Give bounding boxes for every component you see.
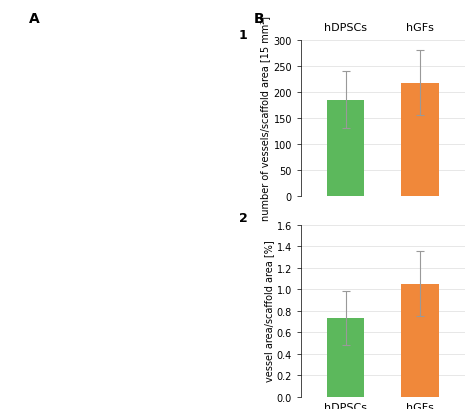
Text: 1: 1 <box>239 29 247 41</box>
Bar <box>327 101 364 196</box>
Y-axis label: number of vessels/scaffold area [15 mm²]: number of vessels/scaffold area [15 mm²] <box>261 16 271 221</box>
Y-axis label: vessel area/scaffold area [%]: vessel area/scaffold area [%] <box>264 240 274 382</box>
Text: hDPSCs: hDPSCs <box>324 23 367 33</box>
Text: B: B <box>254 12 264 26</box>
Text: hGFs: hGFs <box>406 23 434 33</box>
Bar <box>401 284 438 397</box>
Bar <box>327 318 364 397</box>
Bar <box>401 83 438 196</box>
Text: A: A <box>29 12 40 26</box>
Text: 2: 2 <box>239 211 247 224</box>
